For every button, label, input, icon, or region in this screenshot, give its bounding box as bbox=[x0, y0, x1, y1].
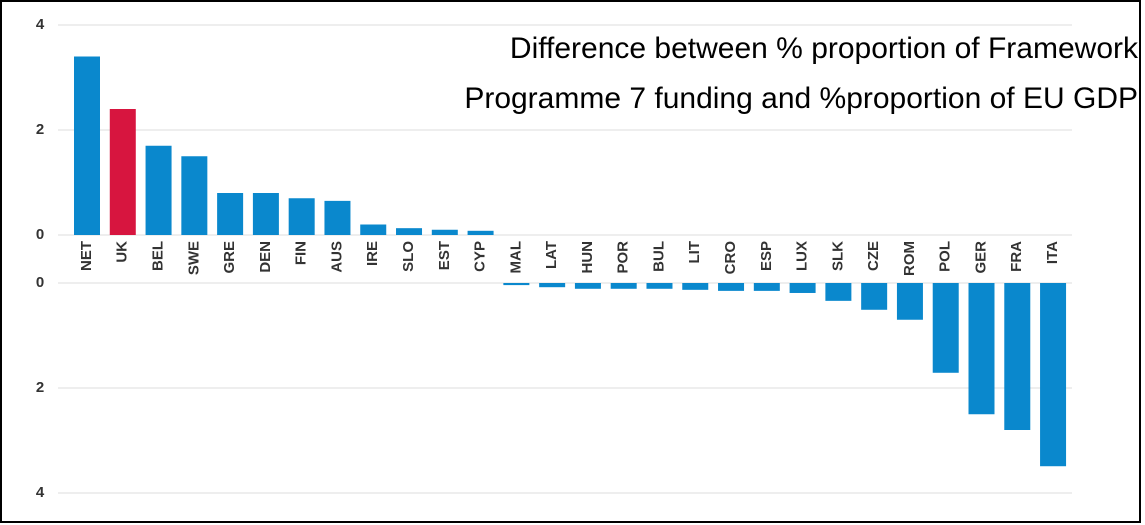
bar bbox=[753, 283, 780, 291]
bar bbox=[861, 283, 888, 310]
bar bbox=[646, 283, 673, 289]
bar bbox=[431, 229, 458, 235]
bar bbox=[574, 283, 601, 289]
x-tick-label: FRA bbox=[1008, 241, 1025, 272]
y-tick-label: 0 bbox=[36, 274, 44, 291]
x-tick-label: CRO bbox=[722, 241, 739, 275]
bar bbox=[539, 283, 566, 288]
bar bbox=[74, 56, 100, 235]
x-tick-label: FIN bbox=[293, 241, 310, 265]
bar bbox=[1040, 283, 1067, 467]
x-tick-label: LIT bbox=[686, 241, 703, 264]
x-tick-label: GER bbox=[972, 241, 989, 274]
bar bbox=[360, 224, 387, 235]
x-tick-label: GRE bbox=[221, 241, 238, 274]
bar bbox=[145, 145, 172, 235]
x-tick-label: CYP bbox=[472, 241, 489, 272]
bar bbox=[610, 283, 637, 289]
x-tick-label: POL bbox=[937, 241, 954, 272]
bar bbox=[288, 198, 315, 235]
x-tick-label: SLO bbox=[400, 241, 417, 272]
y-tick-label: 2 bbox=[36, 121, 44, 138]
x-tick-label: BUL bbox=[650, 241, 667, 272]
bar bbox=[789, 283, 816, 293]
bar bbox=[252, 193, 279, 235]
x-tick-label: EST bbox=[436, 241, 453, 270]
y-tick-label: 4 bbox=[36, 484, 45, 501]
bar bbox=[682, 283, 709, 290]
x-tick-label: ITA bbox=[1044, 241, 1061, 264]
x-tick-label: DEN bbox=[257, 241, 274, 273]
bar bbox=[181, 156, 208, 235]
bar bbox=[324, 200, 351, 235]
bar bbox=[718, 283, 745, 291]
x-tick-label: UK bbox=[114, 241, 131, 263]
x-tick-label: LAT bbox=[543, 241, 560, 269]
y-tick-label: 4 bbox=[36, 16, 45, 33]
bar bbox=[932, 283, 959, 373]
bar bbox=[217, 193, 244, 235]
x-tick-label: MAL bbox=[507, 241, 524, 274]
x-tick-label: ROM bbox=[901, 241, 918, 276]
x-tick-label: POR bbox=[615, 241, 632, 274]
bar bbox=[896, 283, 923, 320]
y-tick-label: 2 bbox=[36, 379, 44, 396]
x-tick-label: SLK bbox=[829, 241, 846, 271]
bar bbox=[503, 283, 530, 286]
bar bbox=[1004, 283, 1031, 430]
chart-title: Programme 7 funding and %proportion of E… bbox=[464, 82, 1138, 115]
bar bbox=[467, 230, 494, 235]
x-tick-label: HUN bbox=[579, 241, 596, 274]
x-tick-label: ESP bbox=[758, 241, 775, 271]
y-tick-label: 0 bbox=[36, 226, 44, 243]
x-tick-label: BEL bbox=[150, 241, 167, 271]
bar bbox=[968, 283, 995, 415]
x-tick-label: LUX bbox=[794, 241, 811, 271]
bar bbox=[109, 109, 136, 235]
bar bbox=[396, 228, 423, 235]
x-tick-label: NET bbox=[78, 241, 95, 271]
x-tick-label: CZE bbox=[865, 241, 882, 271]
bar bbox=[825, 283, 852, 301]
chart-title: Difference between % proportion of Frame… bbox=[510, 32, 1139, 65]
x-tick-label: IRE bbox=[364, 241, 381, 266]
x-tick-label: SWE bbox=[185, 241, 202, 275]
x-tick-label: AUS bbox=[328, 241, 345, 273]
